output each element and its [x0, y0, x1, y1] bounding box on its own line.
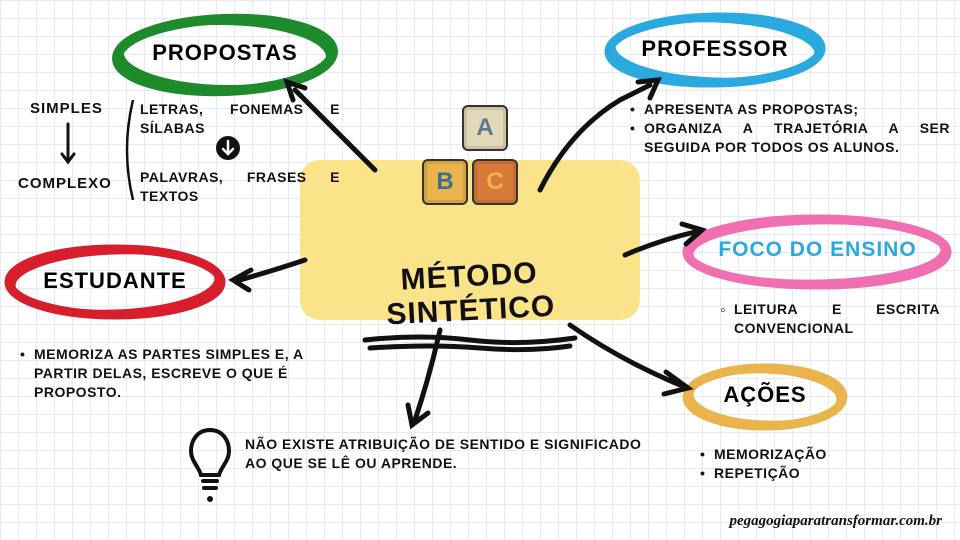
arrow-to-acoes	[560, 320, 700, 410]
simples-label: SIMPLES	[30, 100, 103, 117]
acoes-bullet-2: REPETIÇÃO	[700, 464, 900, 483]
alphabet-blocks: A B C	[410, 105, 530, 205]
arrow-to-propostas	[275, 70, 395, 190]
title-underline	[360, 332, 580, 356]
propostas-label: PROPOSTAS	[110, 40, 340, 66]
arrow-to-estudante	[225, 250, 315, 300]
down-circle-icon	[215, 135, 241, 161]
estudante-bubble: ESTUDANTE	[0, 240, 230, 325]
arrow-to-foco	[620, 220, 710, 270]
professor-bullets: APRESENTA AS PROPOSTAS; ORGANIZA A TRAJE…	[630, 100, 950, 157]
bracket-line	[125, 100, 137, 200]
warning-text: NÃO EXISTE ATRIBUIÇÃO DE SENTIDO E SIGNI…	[245, 435, 645, 473]
acoes-list: MEMORIZAÇÃO REPETIÇÃO	[700, 445, 900, 483]
block-b: B	[422, 159, 468, 205]
acoes-label: AÇÕES	[680, 382, 850, 408]
arrow-to-warning	[400, 325, 470, 435]
complexo-label: COMPLEXO	[18, 175, 112, 192]
foco-label: FOCO DO ENSINO	[680, 238, 955, 262]
estudante-bullet: MEMORIZA AS PARTES SIMPLES E, A PARTIR D…	[20, 345, 330, 402]
professor-bullet-2: ORGANIZA A TRAJETÓRIA A SER SEGUIDA POR …	[630, 119, 950, 157]
acoes-bullet-1: MEMORIZAÇÃO	[700, 445, 900, 464]
professor-label: PROFESSOR	[600, 36, 830, 62]
acoes-bubble: AÇÕES	[680, 360, 850, 435]
footer-credit: pegagogiaparatransformar.com.br	[729, 513, 942, 530]
arrow-to-professor	[530, 70, 670, 200]
foco-bullet: LEITURA E ESCRITA CONVENCIONAL	[720, 300, 940, 338]
estudante-label: ESTUDANTE	[0, 268, 230, 294]
lightbulb-icon	[185, 425, 235, 505]
block-c: C	[472, 159, 518, 205]
foco-bubble: FOCO DO ENSINO	[680, 210, 955, 295]
estudante-desc: MEMORIZA AS PARTES SIMPLES E, A PARTIR D…	[20, 345, 330, 402]
foco-desc: LEITURA E ESCRITA CONVENCIONAL	[720, 300, 940, 338]
professor-bullet-1: APRESENTA AS PROPOSTAS;	[630, 100, 950, 119]
simples-to-complexo-arrow	[58, 122, 78, 172]
block-a: A	[462, 105, 508, 151]
